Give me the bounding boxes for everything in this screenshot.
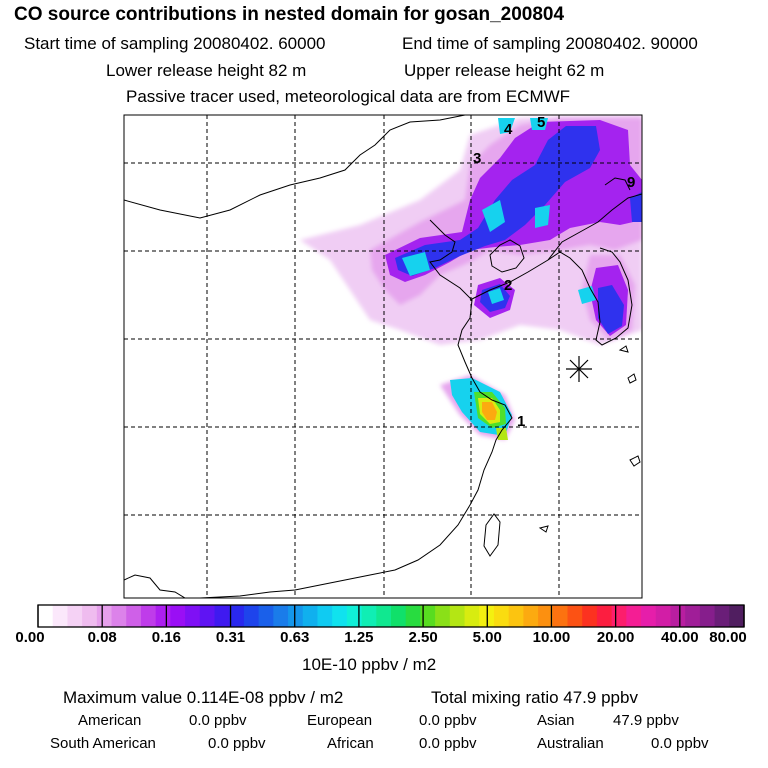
region-value: 0.0 ppbv (419, 735, 477, 752)
colorbar-tick-label: 0.08 (87, 629, 117, 646)
colorbar-tick-label: 5.00 (472, 629, 502, 646)
lower-release-height: Lower release height 82 m (106, 61, 307, 80)
region-value: 0.0 ppbv (208, 735, 266, 752)
colorbar-swatch (552, 605, 569, 627)
colorbar-swatch (52, 605, 69, 627)
colorbar-tick-label: 20.00 (596, 629, 635, 646)
point-label-4: 4 (504, 121, 513, 138)
colorbar-swatch (611, 605, 627, 627)
region-name: American (78, 712, 142, 729)
colorbar-swatch (111, 605, 127, 627)
colorbar-swatch (38, 605, 54, 627)
region-name: European (307, 712, 373, 729)
colorbar-swatch (376, 605, 392, 627)
colorbar-swatch (670, 605, 686, 627)
colorbar-swatch (258, 605, 274, 627)
region-name: South American (50, 735, 156, 752)
region-name: Australian (537, 735, 604, 752)
tracer-note: Passive tracer used, meteorological data… (126, 87, 571, 106)
colorbar-swatch (96, 605, 113, 627)
colorbar-swatch (273, 605, 289, 627)
region-value: 0.0 ppbv (651, 735, 709, 752)
plot-title: CO source contributions in nested domain… (14, 4, 565, 25)
colorbar-tick-label: 0.00 (15, 629, 45, 646)
colorbar-tick-label: 40.00 (661, 629, 699, 646)
colorbar-swatch (126, 605, 142, 627)
colorbar-swatch (140, 605, 157, 627)
colorbar-swatch (729, 605, 745, 627)
colorbar-swatch (641, 605, 657, 627)
colorbar-tick-label: 1.25 (344, 629, 374, 646)
colorbar-swatch (449, 605, 466, 627)
colorbar-swatch (288, 605, 304, 627)
map-frame (123, 114, 643, 599)
colorbar-tick-label: 0.31 (215, 629, 246, 646)
colorbar-swatch (714, 605, 730, 627)
colorbar (37, 604, 745, 628)
colorbar-tick-label: 0.63 (280, 629, 310, 646)
coastlines (124, 115, 642, 598)
colorbar-swatch (493, 605, 510, 627)
grid (124, 115, 642, 598)
colorbar-tick-label: 0.16 (151, 629, 181, 646)
region-value: 0.0 ppbv (419, 712, 477, 729)
colorbar-swatch (82, 605, 98, 627)
colorbar-swatch (317, 605, 333, 627)
point-label-9: 9 (627, 174, 635, 191)
colorbar-swatch (405, 605, 422, 627)
point-label-2: 2 (504, 277, 512, 294)
colorbar-frame (37, 604, 745, 628)
colorbar-swatch (199, 605, 216, 627)
colorbar-swatch (185, 605, 201, 627)
point-label-5: 5 (537, 114, 545, 131)
colorbar-swatch (655, 605, 672, 627)
colorbar-swatch (229, 605, 245, 627)
colorbar-swatch (155, 605, 171, 627)
colorbar-swatch (699, 605, 716, 627)
colorbar-swatch (685, 605, 701, 627)
colorbar-tick-label: 10.00 (532, 629, 571, 646)
region-value: 47.9 ppbv (613, 712, 679, 729)
colorbar-swatch (435, 605, 451, 627)
region-value: 0.0 ppbv (189, 712, 247, 729)
gosan-receptor-star (566, 356, 592, 382)
start-time-label: Start time of sampling 20080402. 60000 (24, 34, 326, 53)
end-time-label: End time of sampling 20080402. 90000 (402, 34, 698, 53)
colorbar-swatch (567, 605, 583, 627)
point-label-3: 3 (473, 150, 481, 167)
colorbar-swatch (170, 605, 186, 627)
colorbar-swatch (464, 605, 480, 627)
colorbar-swatch (538, 605, 554, 627)
colorbar-swatch (626, 605, 642, 627)
colorbar-swatch (582, 605, 598, 627)
colorbar-swatch (523, 605, 539, 627)
colorbar-swatch (67, 605, 83, 627)
colorbar-swatch (361, 605, 377, 627)
region-name: Asian (537, 712, 575, 729)
colorbar-swatch (214, 605, 230, 627)
colorbar-swatch (596, 605, 613, 627)
colorbar-tick-label: 80.00 (709, 629, 747, 646)
colorbar-swatch (332, 605, 348, 627)
colorbar-swatch (391, 605, 407, 627)
colorbar-unit: 10E-10 ppbv / m2 (302, 655, 437, 674)
colorbar-swatch (243, 605, 260, 627)
total-mixing-ratio: Total mixing ratio 47.9 ppbv (431, 688, 638, 707)
colorbar-swatch (346, 605, 363, 627)
colorbar-swatch (302, 605, 319, 627)
upper-release-height: Upper release height 62 m (404, 61, 605, 80)
colorbar-swatch (420, 605, 436, 627)
colorbar-swatch (508, 605, 524, 627)
point-label-1: 1 (517, 413, 525, 430)
region-name: African (327, 735, 374, 752)
colorbar-tick-label: 2.50 (408, 629, 438, 646)
maximum-value: Maximum value 0.114E-08 ppbv / m2 (63, 688, 344, 707)
